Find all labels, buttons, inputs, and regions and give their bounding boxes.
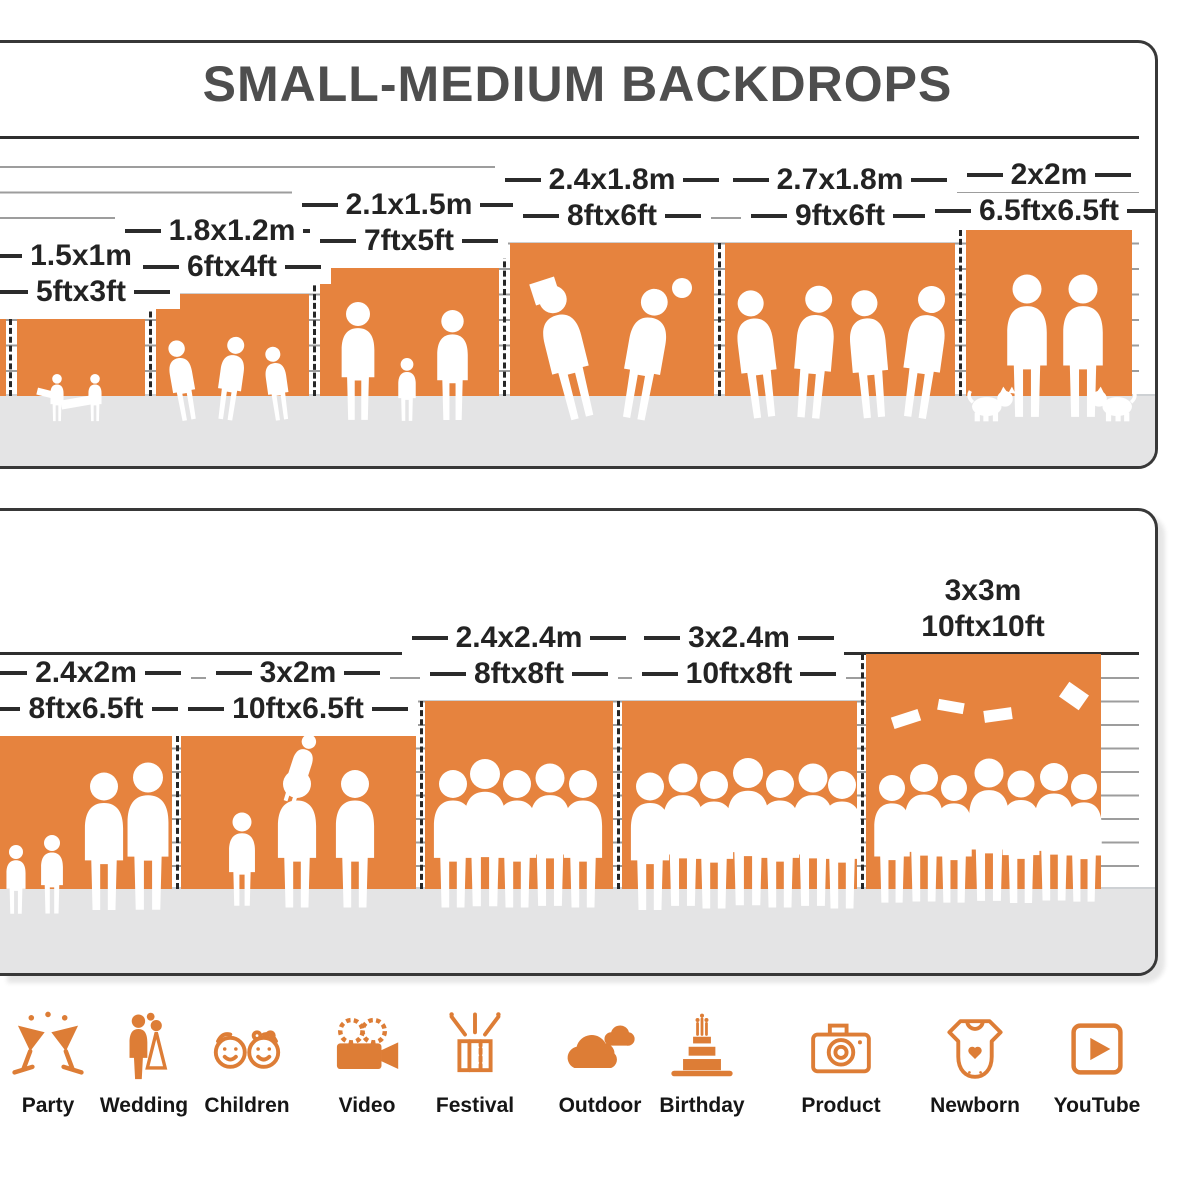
backdrop-divider xyxy=(861,654,864,889)
category-label: Festival xyxy=(435,1094,515,1117)
backdrop-rect-cutoff xyxy=(0,319,6,396)
group-of-friends-silhouette xyxy=(630,758,862,910)
wedding-icon xyxy=(129,1012,168,1080)
top-scale-line xyxy=(0,136,1139,139)
category-festival: Festival xyxy=(415,1008,535,1118)
panel-small-medium-top: SMALL-MEDIUM BACKDROPS xyxy=(0,40,1158,469)
backdrop-divider xyxy=(617,701,620,889)
size-label-3x2m: 3x2m 10ftx6.5ft xyxy=(168,655,428,726)
size-ft: 6ftx4ft xyxy=(132,249,331,284)
backdrop-divider xyxy=(503,243,506,396)
size-ft: 8ftx6.5ft xyxy=(0,691,198,726)
backdrop-divider xyxy=(313,268,316,396)
couple-with-dogs-silhouette xyxy=(967,274,1137,422)
children-icon xyxy=(213,1030,281,1069)
size-m: 2.4x1.8m xyxy=(494,162,730,197)
backdrop-divider xyxy=(149,294,152,396)
category-label: Birthday xyxy=(659,1094,745,1117)
backdrop-divider xyxy=(718,243,721,396)
size-label-2x2m: 2x2m 6.5ftx6.5ft xyxy=(919,157,1155,228)
size-label-2.4x2m: 2.4x2m 8ftx6.5ft xyxy=(0,655,216,726)
page-title: SMALL-MEDIUM BACKDROPS xyxy=(202,56,953,112)
category-label: Product xyxy=(801,1094,881,1117)
newborn-icon xyxy=(947,1019,1003,1079)
size-m: 3x2.4m xyxy=(634,620,844,655)
youtube-icon xyxy=(1071,1023,1123,1075)
backdrop-rect-2.4x2m xyxy=(0,736,172,914)
backdrop-rect-2.1x1.5m xyxy=(320,268,499,421)
category-label: Video xyxy=(338,1094,396,1117)
size-ft: 7ftx5ft xyxy=(309,223,508,258)
size-label-2.1x1.5m: 2.1x1.5m 7ftx5ft xyxy=(279,187,539,258)
parents-tossing-child-silhouette xyxy=(229,731,375,908)
wedding-couple-silhouette xyxy=(529,276,692,423)
category-label: Newborn xyxy=(930,1094,1020,1117)
backdrop-rect-2.7x1.8m xyxy=(725,243,955,420)
size-m: 2.1x1.5m xyxy=(291,187,527,222)
size-label-3x2.4m: 3x2.4m 10ftx8ft xyxy=(609,620,869,691)
video-icon xyxy=(336,1017,399,1070)
backdrop-divider xyxy=(176,736,179,889)
category-label: Wedding xyxy=(99,1094,189,1117)
size-ft: 6.5ftx6.5ft xyxy=(924,193,1155,228)
panel-small-medium-bottom: 2.4x2m 8ftx6.5ft 3x2m 10ftx6.5ft 2.4x2.4… xyxy=(0,508,1158,976)
category-youtube: YouTube xyxy=(1037,1008,1157,1118)
backdrop-rect-2.4x2.4m xyxy=(425,701,613,908)
backdrop-rect-3x2m xyxy=(181,731,416,908)
size-label-2.7x1.8m: 2.7x1.8m 9ftx6ft xyxy=(710,162,970,233)
category-outdoor: Outdoor xyxy=(540,1008,660,1118)
size-ft: 8ftx8ft xyxy=(419,656,618,691)
size-m: 2.4x2.4m xyxy=(401,620,637,655)
category-newborn: Newborn xyxy=(915,1008,1035,1118)
size-m: 2.7x1.8m xyxy=(722,162,958,197)
birthday-icon xyxy=(671,1013,733,1077)
size-label-2.4x2.4m: 2.4x2.4m 8ftx8ft xyxy=(389,620,649,691)
outdoor-icon xyxy=(567,1025,635,1068)
party-icon xyxy=(12,1011,84,1075)
backdrop-rect-3x3m xyxy=(866,654,1102,904)
size-ft: 9ftx6ft xyxy=(740,198,939,233)
category-label: YouTube xyxy=(1053,1094,1141,1117)
category-label: Party xyxy=(21,1094,75,1117)
backdrop-rect-2.4x1.8m xyxy=(510,243,714,423)
children-reading-silhouette xyxy=(36,374,102,422)
category-row: Party Wedding Children xyxy=(0,1008,1200,1168)
category-label: Children xyxy=(204,1094,290,1117)
size-ft: 10ftx8ft xyxy=(631,656,847,691)
backdrop-divider xyxy=(420,701,423,889)
category-video: Video xyxy=(307,1008,427,1118)
category-party: Party xyxy=(0,1008,108,1118)
group-standing-silhouette xyxy=(433,759,603,908)
size-ft: 10ftx6.5ft xyxy=(178,691,418,726)
category-birthday: Birthday xyxy=(642,1008,762,1118)
size-m: 3x2m xyxy=(205,655,391,690)
festival-icon xyxy=(449,1012,501,1073)
backdrop-divider xyxy=(9,319,12,396)
family-with-children-silhouette xyxy=(6,762,169,914)
size-m: 2x2m xyxy=(956,157,1142,192)
backdrop-rect-1.5x1m xyxy=(17,319,145,422)
backdrop-rect-1.8x1.2m xyxy=(156,294,309,422)
dancing-women-silhouette xyxy=(731,283,952,420)
size-ft: 10ftx10ft xyxy=(919,609,1047,644)
size-m: 2.4x2m xyxy=(0,655,191,690)
backdrop-divider xyxy=(959,230,962,396)
size-label-3x3m: 3x3m 10ftx10ft xyxy=(853,573,1113,644)
category-children: Children xyxy=(187,1008,307,1118)
product-icon xyxy=(811,1023,871,1074)
size-ft: 8ftx6ft xyxy=(512,198,711,233)
size-label-2.4x1.8m: 2.4x1.8m 8ftx6ft xyxy=(482,162,742,233)
category-wedding: Wedding xyxy=(84,1008,204,1118)
category-product: Product xyxy=(781,1008,901,1118)
size-m: 3x3m xyxy=(942,573,1024,608)
backdrop-rect-2x2m xyxy=(966,230,1137,422)
graduation-crowd-silhouette xyxy=(874,681,1102,904)
backdrop-rect-3x2.4m xyxy=(622,701,862,910)
category-label: Outdoor xyxy=(558,1094,642,1117)
